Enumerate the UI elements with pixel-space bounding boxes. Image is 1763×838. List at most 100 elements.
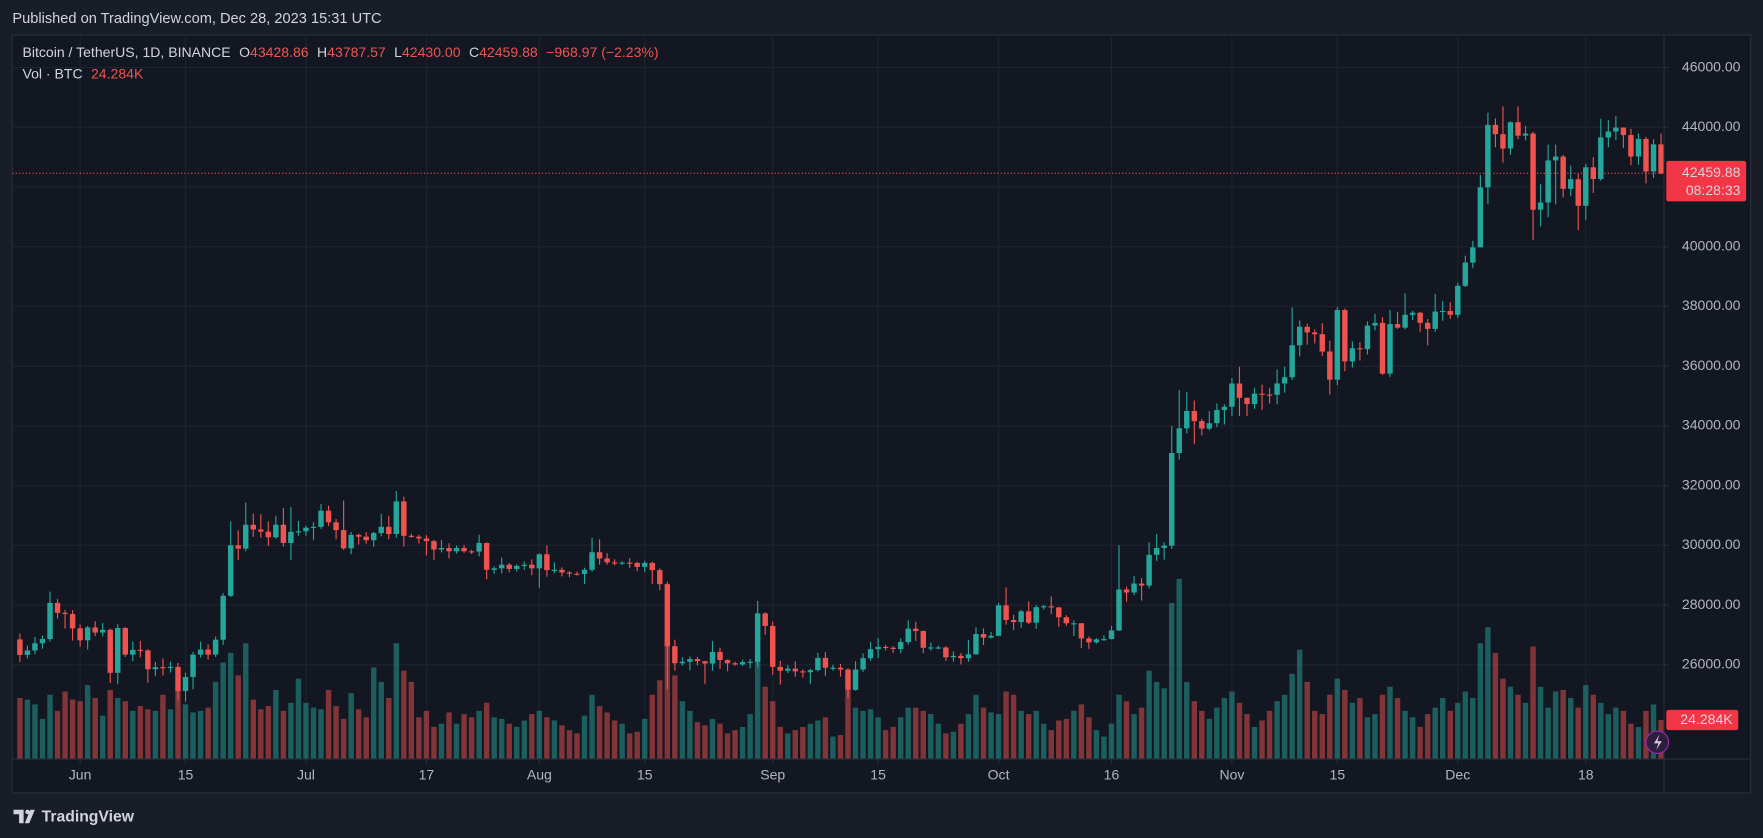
volume-bar xyxy=(995,714,1002,760)
volume-bar xyxy=(1123,701,1130,760)
candle-body xyxy=(160,667,166,669)
candle-body xyxy=(1500,134,1506,149)
volume-bar xyxy=(747,714,753,760)
candle-body xyxy=(1116,589,1122,631)
candle-body xyxy=(1658,144,1664,174)
candle-body xyxy=(1169,453,1175,546)
volume-bar xyxy=(243,643,249,760)
volume-bar xyxy=(890,726,896,760)
candle-body xyxy=(717,651,723,660)
volume-bar xyxy=(288,702,294,760)
candle-body xyxy=(393,501,400,534)
volume-bar xyxy=(446,712,452,760)
candle-body xyxy=(1424,322,1431,329)
volume-bar xyxy=(491,717,497,760)
candle-body xyxy=(536,554,543,569)
volume-bar xyxy=(24,699,31,760)
volume-bar xyxy=(935,723,942,760)
volume-bar xyxy=(657,680,663,760)
candle-body xyxy=(1643,138,1649,172)
volume-bar xyxy=(167,709,174,760)
volume-bar xyxy=(1643,710,1649,760)
y-tick-label: 32000.00 xyxy=(1682,476,1741,492)
candle-body xyxy=(1041,606,1047,608)
candle-body xyxy=(386,526,392,534)
volume-bar xyxy=(1003,691,1009,760)
volume-bar xyxy=(438,723,445,760)
volume-bar xyxy=(1507,686,1514,760)
volume-bar xyxy=(1078,704,1085,760)
volume-bar xyxy=(416,717,422,760)
volume-bar xyxy=(943,733,949,760)
volume-bar xyxy=(1530,646,1536,760)
candle-body xyxy=(596,552,603,559)
y-tick-label: 34000.00 xyxy=(1682,417,1741,433)
volume-bar xyxy=(739,726,746,760)
candle-body xyxy=(250,524,256,530)
brand: TradingView xyxy=(42,809,135,826)
volume-bar xyxy=(1567,697,1574,760)
volume-bar xyxy=(1281,694,1288,760)
volume-bar xyxy=(107,689,113,760)
ohlc-key: O xyxy=(239,44,250,60)
countdown: 08:28:33 xyxy=(1686,182,1741,198)
volume-bar xyxy=(897,717,904,760)
candle-body xyxy=(303,527,309,532)
candle-body xyxy=(1598,137,1604,179)
volume-bar xyxy=(235,675,241,760)
volume-bar xyxy=(973,694,979,760)
volume-bar xyxy=(220,662,226,760)
volume-bar xyxy=(1327,694,1333,760)
candle-body xyxy=(318,510,324,527)
volume-bar xyxy=(1025,714,1032,760)
candle-body xyxy=(273,524,279,538)
candle-body xyxy=(1417,312,1423,323)
candle-body xyxy=(882,646,889,648)
candle-body xyxy=(815,657,821,671)
volume-bar xyxy=(190,712,196,760)
candle-body xyxy=(1296,326,1303,346)
candle-body xyxy=(559,569,565,573)
volume-bar xyxy=(694,722,701,760)
candle-body xyxy=(679,661,686,664)
candle-body xyxy=(310,526,317,528)
change: −968.97 (−2.23%) xyxy=(546,44,658,60)
candle-body xyxy=(995,605,1002,636)
volume-bar xyxy=(77,701,83,760)
volume-bar xyxy=(1372,714,1378,760)
volume-bar xyxy=(950,731,957,760)
volume-bar xyxy=(1063,718,1070,760)
y-tick-label: 46000.00 xyxy=(1682,58,1741,74)
volume-bar xyxy=(529,714,535,760)
volume-bar xyxy=(1206,718,1213,760)
volume-bar xyxy=(280,710,287,760)
candle-body xyxy=(483,542,490,570)
candle-body xyxy=(69,614,76,629)
volume-bar xyxy=(122,701,129,760)
volume-bar xyxy=(386,697,392,760)
candle-body xyxy=(1462,262,1469,286)
candle-body xyxy=(1176,428,1182,454)
candle-body xyxy=(1560,156,1566,189)
candle-body xyxy=(1221,406,1228,411)
volume-bar xyxy=(1628,723,1634,760)
volume-bar xyxy=(1093,730,1100,760)
candle-body xyxy=(1537,202,1544,210)
candle-body xyxy=(1567,179,1574,189)
candle-body xyxy=(1432,311,1438,329)
volume-bar xyxy=(340,718,347,760)
candle-body xyxy=(837,667,844,670)
volume-bar xyxy=(1575,707,1581,760)
candle-body xyxy=(1319,334,1325,352)
candle-body xyxy=(438,548,445,550)
x-tick-label: Oct xyxy=(988,767,1010,783)
candle-body xyxy=(1387,324,1393,374)
volume-bar xyxy=(258,709,264,760)
axes: 26000.00 28000.00 30000.00 32000.00 34000.00… xyxy=(69,58,1747,783)
icon-bolt xyxy=(1653,734,1662,751)
volume-bar xyxy=(182,704,189,760)
volume-bar xyxy=(310,707,317,760)
candle-body xyxy=(1583,167,1589,206)
candle-body xyxy=(1153,548,1160,555)
volume-bar xyxy=(325,689,332,760)
